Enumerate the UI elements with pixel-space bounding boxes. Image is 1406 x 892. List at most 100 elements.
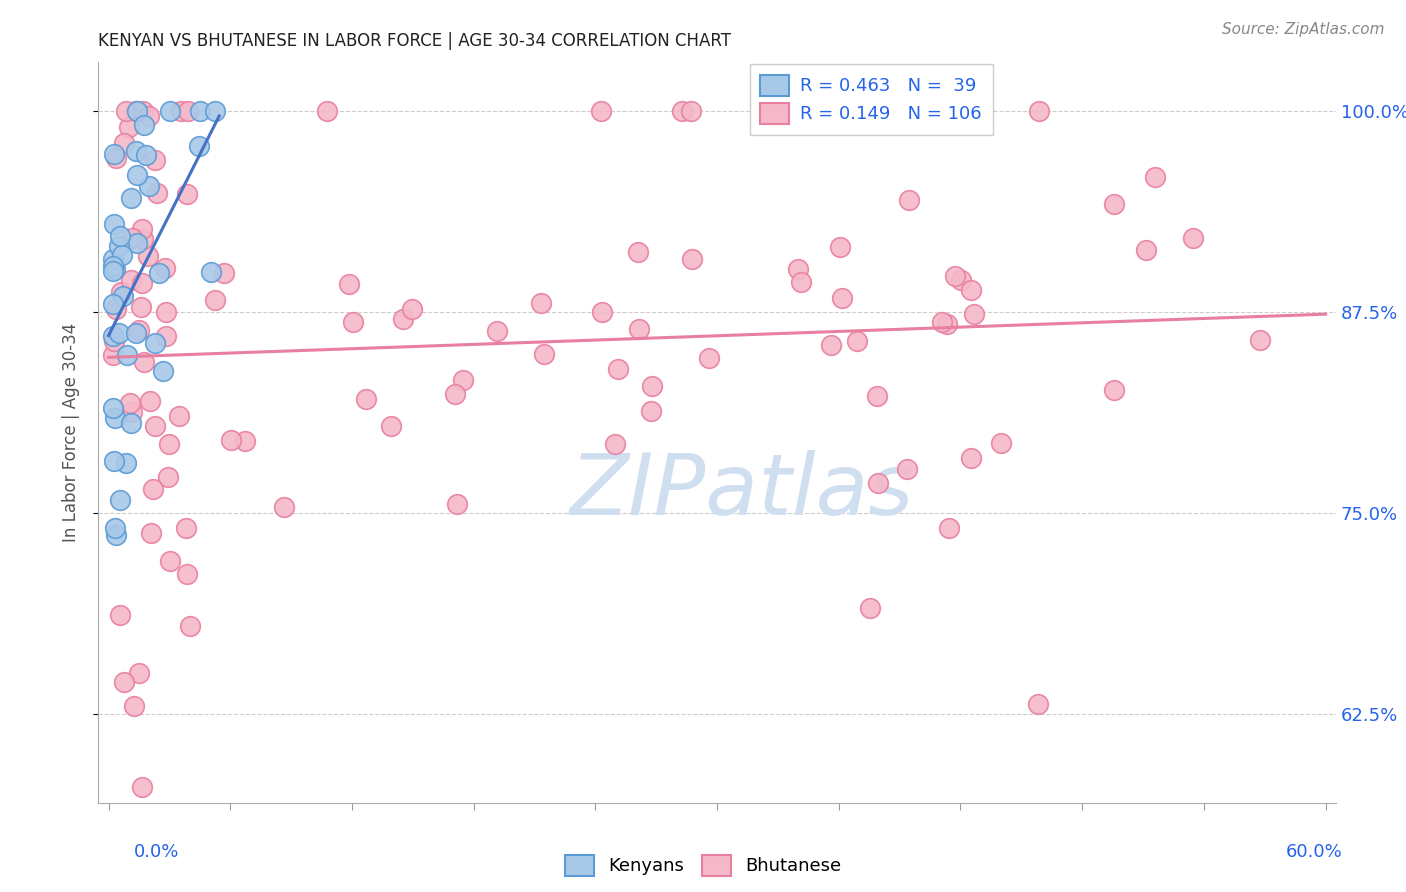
- Point: [125, 103, 148, 118]
- Point: [110, 285, 132, 299]
- Point: [828, 240, 851, 254]
- Text: KENYAN VS BHUTANESE IN LABOR FORCE | AGE 30-34 CORRELATION CHART: KENYAN VS BHUTANESE IN LABOR FORCE | AGE…: [98, 32, 731, 50]
- Point: [103, 218, 125, 232]
- Point: [605, 437, 627, 451]
- Point: [125, 103, 148, 118]
- Point: [167, 409, 190, 424]
- Point: [111, 247, 134, 261]
- Point: [108, 228, 131, 243]
- Point: [446, 497, 468, 511]
- Text: 0.0%: 0.0%: [134, 843, 179, 861]
- Point: [607, 362, 630, 376]
- Point: [627, 322, 650, 336]
- Point: [697, 351, 720, 365]
- Point: [108, 239, 131, 253]
- Point: [820, 338, 842, 352]
- Point: [591, 305, 613, 319]
- Point: [104, 528, 127, 542]
- Point: [391, 312, 413, 326]
- Point: [121, 405, 143, 419]
- Point: [176, 566, 198, 581]
- Point: [219, 433, 242, 447]
- Point: [188, 138, 211, 153]
- Point: [444, 386, 467, 401]
- Point: [159, 103, 181, 118]
- Point: [132, 232, 155, 246]
- Point: [101, 348, 124, 362]
- Point: [143, 335, 166, 350]
- Point: [1144, 170, 1167, 185]
- Point: [108, 493, 131, 508]
- Point: [143, 418, 166, 433]
- Point: [132, 355, 155, 369]
- Point: [104, 521, 127, 535]
- Point: [789, 275, 811, 289]
- Point: [972, 103, 994, 118]
- Point: [125, 169, 148, 183]
- Point: [112, 136, 135, 150]
- Point: [138, 178, 160, 193]
- Point: [530, 296, 553, 310]
- Point: [120, 272, 142, 286]
- Point: [671, 103, 693, 118]
- Point: [129, 300, 152, 314]
- Text: 60.0%: 60.0%: [1286, 843, 1343, 861]
- Point: [152, 364, 174, 378]
- Point: [131, 222, 153, 236]
- Point: [138, 109, 160, 123]
- Point: [1028, 698, 1050, 712]
- Point: [170, 103, 193, 118]
- Point: [155, 305, 177, 319]
- Text: ZIPatlas: ZIPatlas: [569, 450, 914, 533]
- Point: [128, 323, 150, 337]
- Point: [105, 152, 128, 166]
- Point: [963, 307, 986, 321]
- Y-axis label: In Labor Force | Age 30-34: In Labor Force | Age 30-34: [62, 323, 80, 542]
- Text: Source: ZipAtlas.com: Source: ZipAtlas.com: [1222, 22, 1385, 37]
- Point: [127, 235, 149, 250]
- Point: [101, 252, 124, 266]
- Point: [142, 482, 165, 496]
- Point: [990, 436, 1012, 450]
- Point: [101, 401, 124, 416]
- Point: [342, 315, 364, 329]
- Point: [118, 120, 141, 134]
- Point: [846, 334, 869, 348]
- Point: [138, 249, 160, 263]
- Point: [139, 525, 162, 540]
- Point: [101, 259, 124, 273]
- Point: [641, 379, 664, 393]
- Point: [1249, 333, 1271, 347]
- Point: [131, 780, 153, 794]
- Point: [859, 600, 882, 615]
- Point: [114, 456, 136, 470]
- Point: [131, 276, 153, 290]
- Point: [898, 194, 921, 208]
- Point: [200, 265, 222, 279]
- Point: [110, 608, 132, 623]
- Point: [132, 119, 155, 133]
- Point: [153, 261, 176, 276]
- Point: [935, 317, 957, 331]
- Point: [177, 103, 200, 118]
- Point: [179, 619, 201, 633]
- Point: [143, 153, 166, 167]
- Point: [132, 103, 155, 118]
- Point: [159, 554, 181, 568]
- Point: [315, 103, 337, 118]
- Legend: R = 0.463   N =  39, R = 0.149   N = 106: R = 0.463 N = 39, R = 0.149 N = 106: [749, 64, 993, 135]
- Point: [356, 392, 378, 407]
- Point: [1135, 243, 1157, 257]
- Point: [1104, 197, 1126, 211]
- Point: [155, 329, 177, 343]
- Point: [103, 334, 125, 348]
- Point: [139, 393, 162, 408]
- Point: [451, 373, 474, 387]
- Point: [380, 419, 402, 434]
- Point: [337, 277, 360, 291]
- Point: [591, 103, 613, 118]
- Point: [104, 261, 127, 276]
- Point: [125, 326, 148, 340]
- Point: [104, 411, 127, 425]
- Point: [949, 273, 972, 287]
